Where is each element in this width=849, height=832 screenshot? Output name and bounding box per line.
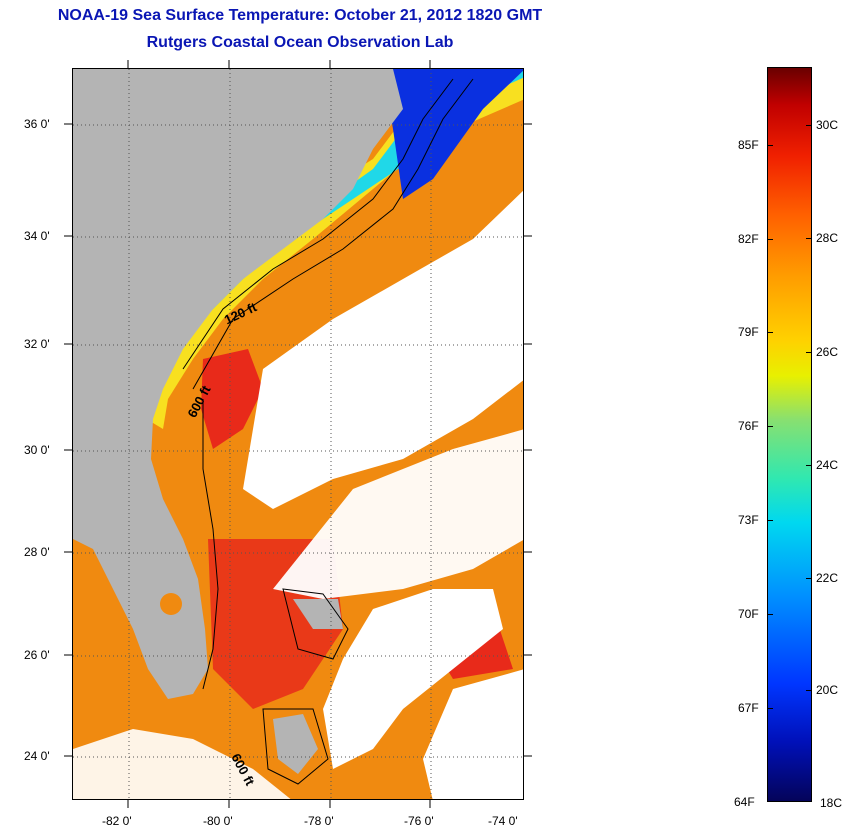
colorbar-tick [767, 708, 773, 709]
cloud-cover-east [423, 669, 523, 799]
colorbar-c-20: 20C [816, 683, 839, 697]
lat-label-32: 32 0' [24, 337, 50, 351]
colorbar-c-28: 28C [816, 231, 839, 245]
cloud-cover-middle [273, 429, 523, 599]
map-gridlines [73, 69, 523, 799]
colorbar-c-26: 26C [816, 345, 839, 359]
colorbar-tick [806, 238, 812, 239]
cloud-cover-south [323, 589, 503, 769]
lat-label-26: 26 0' [24, 648, 50, 662]
colorbar-f-67: 67F [738, 701, 759, 715]
lon-label-82: -82 0' [102, 814, 132, 828]
colorbar-f-76: 76F [738, 419, 759, 433]
colorbar-f-79: 79F [738, 325, 759, 339]
lon-label-76: -76 0' [404, 814, 434, 828]
lon-label-80: -80 0' [203, 814, 233, 828]
bathymetry-contours [182, 78, 474, 785]
colorbar-f-64: 64F [734, 795, 755, 809]
colorbar-tick [767, 239, 773, 240]
map-title: NOAA-19 Sea Surface Temperature: October… [57, 7, 543, 24]
lat-label-28: 28 0' [24, 545, 50, 559]
colorbar-tick [806, 578, 812, 579]
lat-label-24: 24 0' [24, 749, 50, 763]
colorbar-tick [767, 520, 773, 521]
colorbar-f-85: 85F [738, 138, 759, 152]
land-southeast-us [73, 69, 403, 699]
lon-label-74: -74 0' [488, 814, 518, 828]
colorbar-tick [806, 690, 812, 691]
colorbar-c-22: 22C [816, 571, 839, 585]
colorbar-c-30: 30C [816, 118, 839, 132]
lat-label-30: 30 0' [24, 443, 50, 457]
cloud-cover-far-south [73, 729, 291, 799]
temperature-colorbar [767, 67, 812, 802]
colorbar-tick [806, 465, 812, 466]
cloud-cover-north [243, 190, 523, 509]
colorbar-tick [767, 426, 773, 427]
colorbar-tick [806, 352, 812, 353]
lon-label-78: -78 0' [304, 814, 334, 828]
hot-water-gulfstream [201, 349, 263, 449]
lake-okeechobee [160, 593, 182, 615]
colorbar-tick [767, 145, 773, 146]
lat-label-34: 34 0' [24, 229, 50, 243]
colorbar-c-24: 24C [816, 458, 839, 472]
colorbar-tick [767, 614, 773, 615]
colorbar-c-18: 18C [820, 796, 843, 810]
colorbar-f-73: 73F [738, 513, 759, 527]
colorbar-tick [806, 125, 812, 126]
sst-map-image [73, 69, 523, 799]
colorbar-f-82: 82F [738, 232, 759, 246]
cold-water-pamlico [383, 69, 523, 199]
colorbar-f-70: 70F [738, 607, 759, 621]
map-subtitle: Rutgers Coastal Ocean Observation Lab [146, 34, 454, 51]
bahamas-andros [273, 714, 318, 774]
sst-map: 120 ft 600 ft 600 ft [72, 68, 524, 800]
lat-label-36: 36 0' [24, 117, 50, 131]
colorbar-tick [767, 332, 773, 333]
